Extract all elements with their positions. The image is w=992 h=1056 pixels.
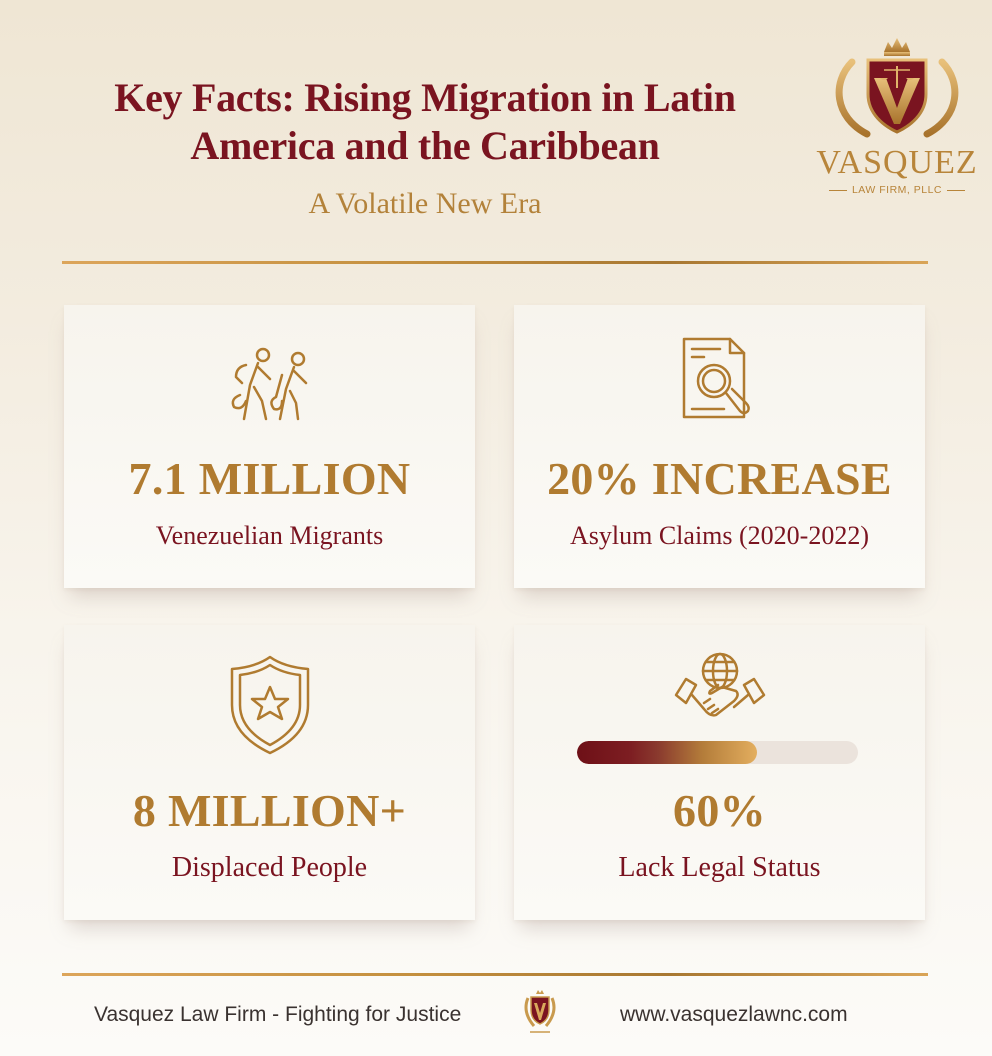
title-line-2: America and the Caribbean bbox=[190, 123, 660, 168]
stat-card-venezuelan-migrants: 7.1 MILLION Venezuelian Migrants bbox=[64, 305, 475, 588]
header-divider bbox=[62, 261, 928, 264]
stat-label: Venezuelian Migrants bbox=[155, 521, 384, 550]
stat-card-displaced-people: 8 MILLION+ Displaced People bbox=[64, 625, 475, 920]
shield-star-icon bbox=[230, 655, 309, 755]
legal-status-progress-bar bbox=[577, 741, 858, 764]
stat-label: Lack Legal Status bbox=[618, 852, 821, 883]
stat-value: 20% INCREASE bbox=[547, 453, 892, 504]
progress-fill bbox=[577, 741, 757, 764]
title-line-1: Key Facts: Rising Migration in Latin bbox=[114, 75, 736, 120]
stat-card-legal-status: 60% Lack Legal Status bbox=[514, 625, 925, 920]
migrants-walking-icon bbox=[231, 347, 307, 421]
logo-wordmark: VASQUEZ bbox=[816, 144, 978, 181]
page-subtitle: A Volatile New Era bbox=[308, 187, 542, 220]
globe-handshake-icon bbox=[674, 652, 765, 717]
stat-value: 8 MILLION+ bbox=[132, 785, 407, 836]
crest-shield-scales-v-icon bbox=[835, 38, 959, 138]
page-title: Key Facts: Rising Migration in Latin Ame… bbox=[30, 74, 820, 170]
footer-crest-icon bbox=[524, 990, 556, 1033]
document-search-icon bbox=[682, 337, 750, 419]
stat-card-asylum-claims: 20% INCREASE Asylum Claims (2020-2022) bbox=[514, 305, 925, 588]
stat-label: Asylum Claims (2020-2022) bbox=[570, 521, 869, 550]
footer-divider bbox=[62, 973, 928, 976]
footer-website-link[interactable]: www.vasquezlawnc.com bbox=[620, 1003, 848, 1026]
stat-label: Displaced People bbox=[171, 852, 368, 883]
stat-value: 60% bbox=[673, 785, 766, 836]
logo-tagline: LAW FIRM, PLLC bbox=[812, 184, 982, 196]
stat-value: 7.1 MILLION bbox=[128, 453, 411, 504]
footer-tagline: Vasquez Law Firm - Fighting for Justice bbox=[94, 1003, 462, 1026]
firm-logo: VASQUEZ LAW FIRM, PLLC bbox=[812, 32, 982, 202]
